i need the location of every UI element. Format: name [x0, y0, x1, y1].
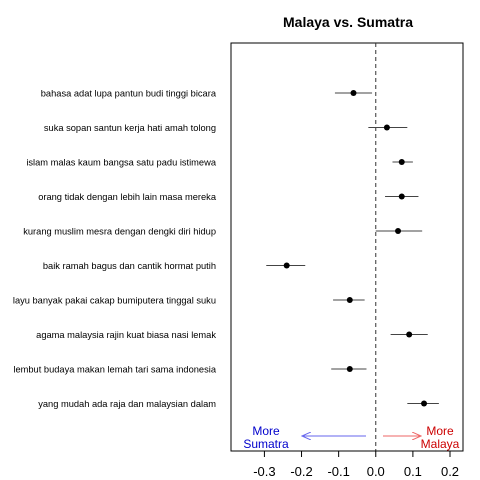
direction-label: More: [252, 424, 280, 438]
direction-label: More: [426, 424, 454, 438]
category-label: agama malaysia rajin kuat biasa nasi lem…: [36, 330, 216, 340]
x-tick-label: 0.2: [441, 464, 459, 479]
data-point: [283, 262, 290, 269]
direction-label: Malaya: [421, 437, 460, 451]
chart-title: Malaya vs. Sumatra: [283, 14, 413, 30]
category-label: kurang muslim mesra dengan dengki diri h…: [23, 227, 216, 237]
category-label: suka sopan santun kerja hati amah tolong: [44, 123, 216, 133]
data-point: [398, 159, 405, 165]
category-label: layu banyak pakai cakap bumiputera tingg…: [13, 296, 216, 306]
x-tick-label: 0.0: [367, 464, 385, 479]
category-label: yang mudah ada raja dan malaysian dalam: [38, 399, 216, 409]
x-tick-label: -0.3: [253, 464, 275, 479]
x-tick-label: -0.1: [327, 464, 349, 479]
category-label: orang tidak dengan lebih lain masa merek…: [38, 192, 217, 202]
category-label: bahasa adat lupa pantun budi tinggi bica…: [41, 89, 217, 99]
data-point: [346, 366, 353, 372]
category-label: lembut budaya makan lemah tari sama indo…: [13, 365, 216, 375]
data-point: [406, 331, 413, 338]
data-point: [350, 90, 357, 96]
data-point: [383, 124, 390, 131]
category-label: islam malas kaum bangsa satu padu istime…: [26, 158, 216, 168]
data-point: [346, 297, 353, 303]
category-label: baik ramah bagus dan cantik hormat putih: [43, 261, 216, 271]
data-point: [421, 400, 428, 407]
data-point: [398, 193, 405, 200]
direction-label: Sumatra: [243, 437, 289, 451]
x-tick-label: 0.1: [404, 464, 422, 479]
data-point: [395, 228, 402, 234]
x-tick-label: -0.2: [290, 464, 312, 479]
plot-frame: [230, 42, 464, 452]
